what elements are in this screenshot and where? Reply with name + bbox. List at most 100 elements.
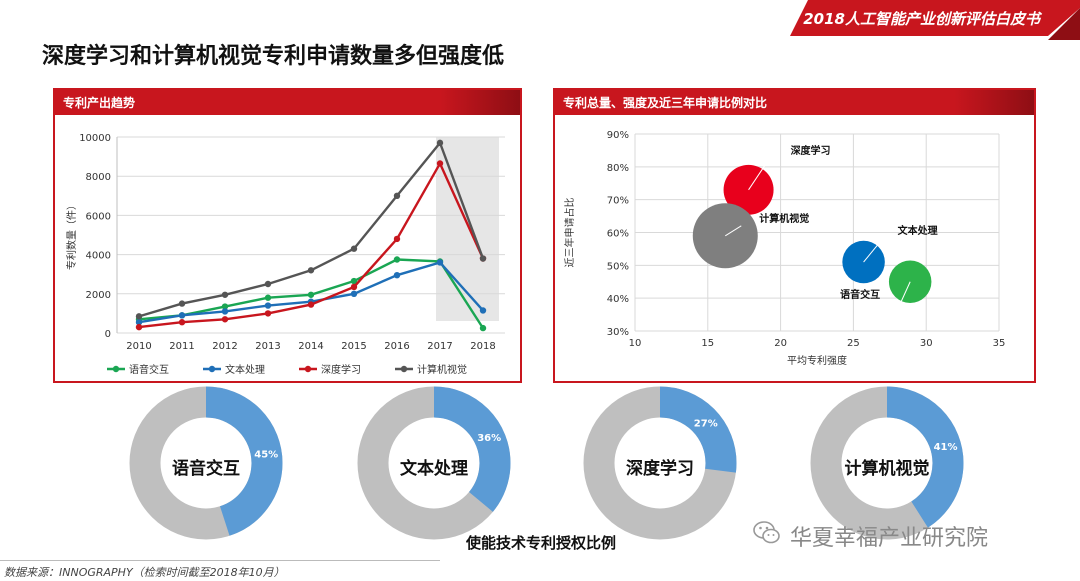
y-axis-label: 专利数量（件） bbox=[65, 200, 78, 270]
legend-label-0: 语音交互 bbox=[129, 363, 169, 376]
comparison-panel-title: 专利总量、强度及近三年申请比例对比 bbox=[563, 96, 768, 110]
data-point-3 bbox=[264, 280, 272, 288]
donut-label-deep: 深度学习 bbox=[626, 459, 694, 479]
x-tick-label: 2010 bbox=[126, 341, 151, 352]
donut-slice-3 bbox=[810, 386, 964, 540]
y-axis-label: 近三年申请占比 bbox=[563, 198, 576, 268]
bubble-label-2: 文本处理 bbox=[898, 224, 938, 237]
data-point-1 bbox=[135, 319, 143, 326]
donut-charts: 45% 36% 27% 41% bbox=[129, 386, 964, 540]
data-point-1 bbox=[350, 290, 358, 297]
comparison-panel: 专利总量、强度及近三年申请比例对比 30% 40% 50% 60% 70% 80% 90% 1… bbox=[553, 88, 1036, 383]
x-tick-label: 20 bbox=[774, 338, 787, 349]
legend-marker-1 bbox=[208, 365, 216, 373]
donut-slice-1 bbox=[357, 386, 511, 540]
trend-panel-header: 专利产出趋势 bbox=[55, 90, 520, 115]
bubble-1 bbox=[692, 203, 758, 269]
y-tick-label: 8000 bbox=[86, 172, 111, 183]
x-tick-label: 30 bbox=[920, 338, 933, 349]
data-point-2 bbox=[350, 283, 358, 291]
y-tick-label: 90% bbox=[607, 130, 629, 141]
x-tick-label: 2016 bbox=[384, 341, 409, 352]
data-point-1 bbox=[393, 271, 401, 279]
bubble-label-3: 语音交互 bbox=[840, 288, 880, 301]
y-tick-label: 80% bbox=[607, 163, 629, 174]
donut-slice-2 bbox=[583, 386, 737, 540]
legend-marker-2 bbox=[304, 365, 312, 373]
data-point-3 bbox=[350, 245, 358, 252]
x-axis-label: 平均专利强度 bbox=[787, 354, 847, 367]
wechat-icon bbox=[753, 521, 780, 544]
data-point-2 bbox=[307, 301, 315, 308]
data-point-2 bbox=[221, 316, 229, 323]
banner-text: 2018人工智能产业创新评估白皮书 bbox=[803, 10, 1040, 28]
bubble-leader-0 bbox=[748, 159, 769, 191]
y-tick-label: 70% bbox=[607, 196, 629, 207]
data-point-0 bbox=[221, 303, 229, 310]
bubble-leader-2 bbox=[863, 239, 882, 263]
data-point-1 bbox=[221, 308, 229, 315]
y-tick-label: 50% bbox=[607, 261, 629, 272]
legend-label-2: 深度学习 bbox=[321, 363, 361, 376]
data-point-0 bbox=[479, 324, 487, 332]
data-point-3 bbox=[479, 255, 487, 262]
watermark-text: 华夏幸福产业研究院 bbox=[790, 526, 989, 551]
x-tick-label: 10 bbox=[629, 338, 642, 349]
bubble-leader-1 bbox=[725, 225, 742, 237]
x-tick-label: 15 bbox=[701, 338, 714, 349]
data-point-1 bbox=[178, 312, 186, 319]
x-tick-label: 2017 bbox=[427, 341, 452, 352]
data-point-2 bbox=[264, 310, 272, 317]
data-point-2 bbox=[178, 319, 186, 326]
y-tick-label: 10000 bbox=[79, 133, 111, 144]
header-banner bbox=[790, 0, 1080, 40]
line-chart: 0 2000 4000 6000 8000 10000 2010 2011 2012 2013 20… bbox=[65, 133, 505, 376]
forecast-shade bbox=[436, 137, 499, 321]
donut-value-label-2: 27% bbox=[694, 419, 718, 430]
data-point-0 bbox=[350, 277, 358, 285]
x-tick-label: 2011 bbox=[169, 341, 194, 352]
bubble-label-1: 计算机视觉 bbox=[759, 212, 809, 225]
x-tick-label: 25 bbox=[847, 338, 860, 349]
legend-marker-3 bbox=[400, 365, 408, 373]
donut-value-label-3: 41% bbox=[934, 442, 958, 453]
data-point-1 bbox=[436, 259, 444, 266]
y-tick-label: 40% bbox=[607, 294, 629, 305]
footnote-divider bbox=[0, 560, 440, 561]
data-point-1 bbox=[264, 302, 272, 309]
legend-label-1: 文本处理 bbox=[225, 363, 265, 376]
x-tick-label: 2015 bbox=[341, 341, 366, 352]
y-tick-label: 0 bbox=[105, 329, 111, 340]
series-line-3 bbox=[138, 140, 485, 318]
data-point-3 bbox=[178, 300, 186, 307]
data-point-3 bbox=[436, 139, 444, 147]
source-footnote: 数据来源：INNOGRAPHY（检索时间截至2018年10月） bbox=[4, 566, 285, 579]
trend-panel-title: 专利产出趋势 bbox=[63, 96, 136, 110]
y-tick-label: 6000 bbox=[86, 211, 111, 222]
donut-value-label-1: 36% bbox=[477, 433, 501, 444]
y-tick-label: 2000 bbox=[86, 290, 111, 301]
donut-label-text: 文本处理 bbox=[400, 459, 468, 479]
x-tick-label: 2014 bbox=[298, 341, 323, 352]
donut-label-vision: 计算机视觉 bbox=[844, 459, 930, 479]
x-tick-label: 2012 bbox=[212, 341, 237, 352]
data-point-3 bbox=[135, 313, 143, 320]
data-point-2 bbox=[436, 160, 444, 167]
bubble-label-0: 深度学习 bbox=[791, 144, 831, 157]
y-tick-label: 4000 bbox=[86, 251, 111, 262]
bubble-chart: 30% 40% 50% 60% 70% 80% 90% 10 15 20 25 30 35 平均专利强度 近… bbox=[563, 130, 1005, 367]
legend-label-3: 计算机视觉 bbox=[417, 363, 467, 376]
legend-marker-0 bbox=[112, 365, 120, 373]
data-point-2 bbox=[393, 235, 401, 243]
donut-value-label-0: 45% bbox=[254, 449, 278, 460]
x-tick-label: 2018 bbox=[470, 341, 495, 352]
data-point-0 bbox=[393, 256, 401, 263]
data-point-3 bbox=[393, 192, 401, 199]
x-tick-label: 2013 bbox=[255, 341, 280, 352]
trend-panel: 专利产出趋势 0 2000 4000 6000 8000 10000 2010 2011 201… bbox=[53, 88, 522, 383]
data-point-0 bbox=[264, 294, 272, 301]
y-tick-label: 60% bbox=[607, 229, 629, 240]
data-point-1 bbox=[479, 307, 487, 314]
donut-slice-0 bbox=[129, 386, 283, 540]
data-point-2 bbox=[135, 323, 143, 331]
